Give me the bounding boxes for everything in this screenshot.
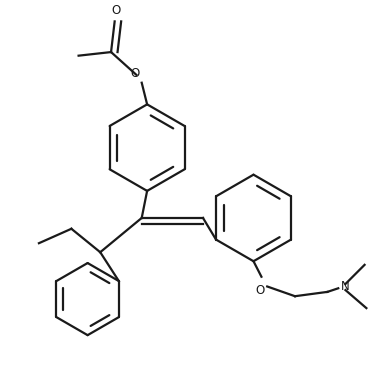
Text: N: N xyxy=(341,280,350,293)
Text: O: O xyxy=(255,284,265,297)
Text: O: O xyxy=(131,67,140,80)
Text: O: O xyxy=(112,4,121,17)
